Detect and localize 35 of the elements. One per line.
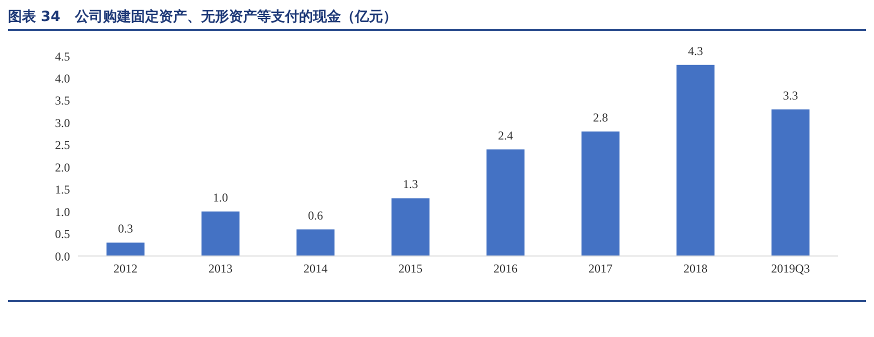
x-tick-label: 2015 [398,262,422,276]
y-tick-label: 3.5 [55,94,70,108]
bar [486,149,524,256]
x-tick-label: 2019Q3 [771,262,810,276]
y-tick-label: 2.0 [55,160,70,174]
y-tick-label: 3.0 [55,116,70,130]
data-label: 2.8 [593,110,608,125]
bar [676,64,714,256]
y-tick-label: 0.0 [55,249,70,264]
data-label: 1.3 [403,177,418,192]
bar [296,229,334,256]
y-tick-label: 0.5 [55,227,70,242]
bar [202,212,240,256]
y-tick-label: 4.5 [55,49,70,64]
y-tick-label: 1.5 [55,182,70,197]
bar [392,198,430,256]
data-label: 2.4 [498,128,513,142]
data-label: 0.3 [118,222,133,236]
data-label: 4.3 [688,44,703,58]
bar [582,132,620,256]
x-tick-label: 2016 [494,262,518,276]
data-label: 0.6 [308,208,323,222]
y-tick-label: 4.0 [55,71,70,86]
x-tick-label: 2013 [208,262,232,276]
x-tick-label: 2018 [684,262,708,276]
x-tick-label: 2014 [304,262,328,276]
y-tick-label: 2.5 [55,138,70,152]
bar [106,242,144,256]
bar [772,109,810,256]
y-tick-label: 1.0 [55,204,70,219]
x-tick-label: 2017 [588,262,612,276]
data-label: 1.0 [213,190,228,205]
chart-title: 图表 34 公司购建固定资产、无形资产等支付的现金（亿元） [8,8,397,26]
data-label: 3.3 [783,88,798,102]
x-tick-label: 2012 [114,262,138,276]
